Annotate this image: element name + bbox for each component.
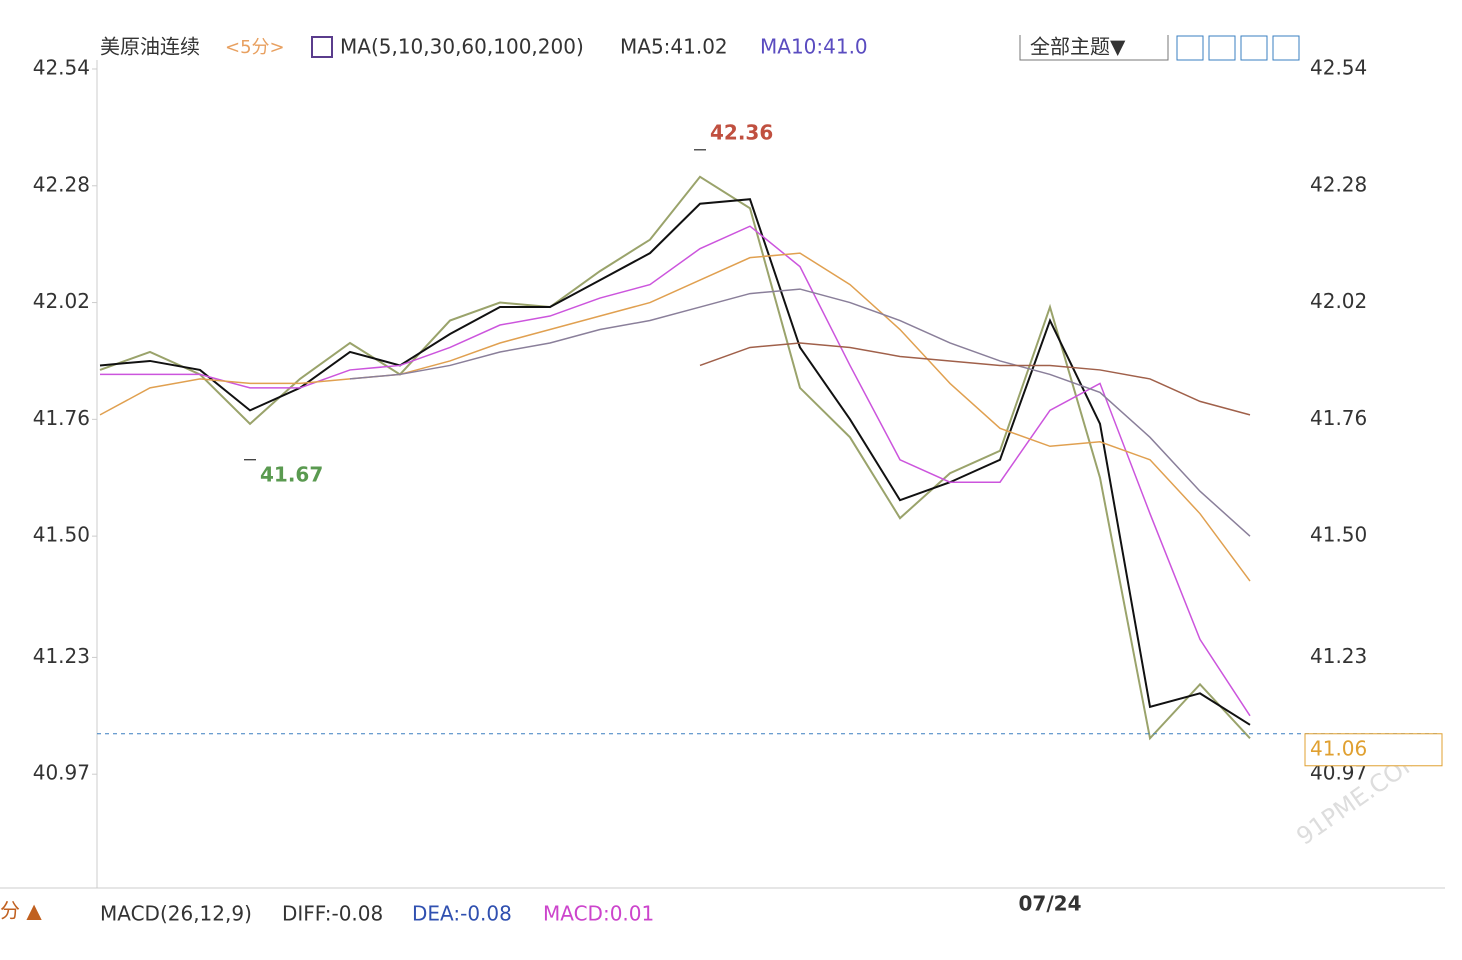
theme-button[interactable]: 全部主题▼ <box>1030 35 1126 59</box>
series-line <box>99 252 1251 582</box>
tool-button[interactable] <box>1240 35 1268 61</box>
icon <box>311 36 333 58</box>
indicator: MA(5,10,30,60,100,200) <box>340 35 584 59</box>
y-tick-label-right: 41.23 <box>1310 644 1367 668</box>
macd-diff: DIFF:-0.08 <box>282 902 383 926</box>
ma5-label: MA5:41.02 <box>620 35 728 59</box>
y-tick-label: 42.28 <box>33 172 90 196</box>
high-label: 42.36 <box>710 120 773 144</box>
last-price-box <box>1304 733 1443 767</box>
y-tick-label-right: 41.50 <box>1310 523 1367 547</box>
y-tick-label: 42.02 <box>33 289 90 313</box>
y-tick-label-right: 42.28 <box>1310 172 1367 196</box>
tool-button[interactable] <box>1208 35 1236 61</box>
series-line <box>100 225 1251 717</box>
y-tick-label: 41.50 <box>33 523 90 547</box>
footer-period: 分 ▲ <box>0 899 42 923</box>
y-tick-label: 41.76 <box>33 406 90 430</box>
y-tick-label: 40.97 <box>33 761 90 785</box>
y-tick-label-right: 41.76 <box>1310 406 1367 430</box>
last-price-label: 41.06 <box>1310 736 1367 760</box>
x-tick-label: 07/24 <box>1019 892 1082 916</box>
series-line <box>99 198 1251 726</box>
low-label: 41.67 <box>260 462 323 486</box>
series-line <box>99 175 1251 741</box>
y-tick-label-right: 42.02 <box>1310 289 1367 313</box>
ma10-label: MA10:41.0 <box>760 35 868 59</box>
y-tick-label: 41.23 <box>33 644 90 668</box>
series-line <box>699 342 1251 416</box>
macd-dea: DEA:-0.08 <box>412 902 512 926</box>
macd-name: MACD(26,12,9) <box>100 902 252 926</box>
macd-value: MACD:0.01 <box>543 902 654 926</box>
y-tick-label-right: 42.54 <box>1310 55 1367 79</box>
theme-box <box>1019 35 1169 61</box>
period: <5分> <box>225 37 285 58</box>
series-line <box>349 288 1251 537</box>
toolbar <box>1176 35 1300 61</box>
tool-button[interactable] <box>1176 35 1204 61</box>
tool-button[interactable] <box>1272 35 1300 61</box>
y-tick-label: 42.54 <box>33 55 90 79</box>
symbol: 美原油连续 <box>100 35 200 59</box>
